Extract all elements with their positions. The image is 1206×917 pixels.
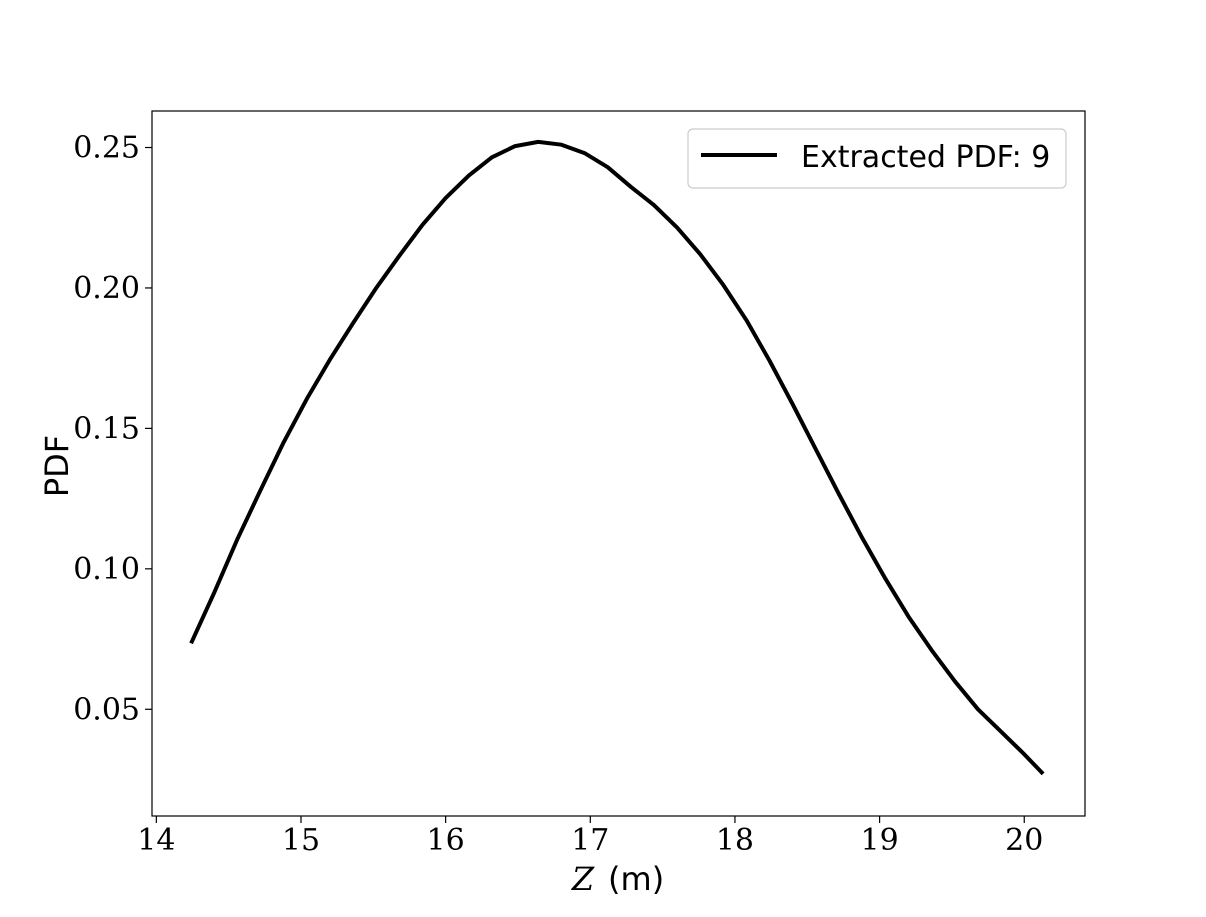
y-tick-label: 0.15 bbox=[73, 411, 140, 446]
x-tick-label: 19 bbox=[861, 823, 899, 858]
x-tick-label: 16 bbox=[427, 823, 465, 858]
x-tick-label: 15 bbox=[282, 823, 320, 858]
x-axis-ticks: 14 15 16 17 18 19 20 bbox=[137, 816, 1043, 858]
y-axis-ticks: 0.05 0.10 0.15 0.20 0.25 bbox=[73, 131, 152, 727]
x-tick-label: 17 bbox=[571, 823, 609, 858]
x-tick-label: 14 bbox=[137, 823, 175, 858]
legend: Extracted PDF: 9 bbox=[687, 128, 1067, 189]
pdf-series-line bbox=[189, 139, 1045, 776]
x-tick-label: 18 bbox=[716, 823, 754, 858]
x-axis-label: Z (m) bbox=[571, 860, 664, 898]
y-tick-label: 0.10 bbox=[73, 552, 140, 587]
x-tick-label: 20 bbox=[1005, 823, 1043, 858]
y-tick-label: 0.20 bbox=[73, 271, 140, 306]
y-tick-label: 0.25 bbox=[73, 131, 140, 166]
plot-area-frame bbox=[151, 110, 1086, 817]
y-axis-label: PDF bbox=[38, 435, 76, 497]
y-tick-label: 0.05 bbox=[73, 692, 140, 727]
legend-label: Extracted PDF: 9 bbox=[801, 140, 1050, 175]
legend-frame bbox=[687, 128, 1067, 189]
